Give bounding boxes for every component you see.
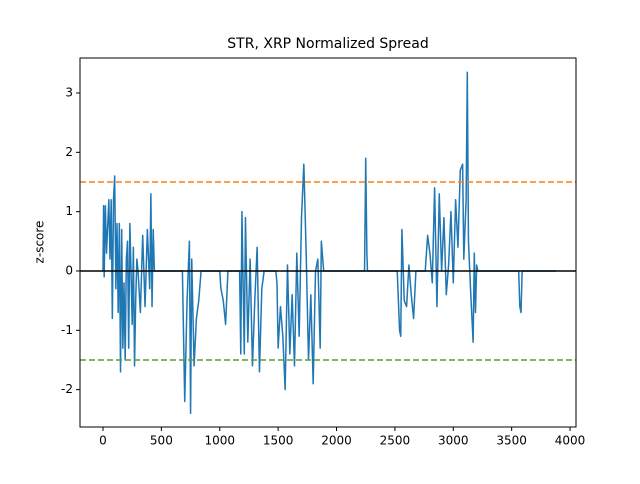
x-tick-label: 4000 <box>555 434 586 448</box>
x-tick-label: 500 <box>150 434 173 448</box>
x-tick-label: 2500 <box>380 434 411 448</box>
y-tick-label: 3 <box>65 86 73 100</box>
y-axis-label: z-score <box>33 221 47 264</box>
x-tick-label: 2000 <box>321 434 352 448</box>
x-tick-label: 1000 <box>204 434 235 448</box>
x-tick-label: 1500 <box>263 434 294 448</box>
y-tick-label: 2 <box>65 145 73 159</box>
x-tick-label: 3000 <box>438 434 469 448</box>
y-tick-label: 0 <box>65 263 73 277</box>
y-tick-label: 1 <box>65 204 73 218</box>
y-tick-label: -1 <box>61 323 73 337</box>
x-tick-label: 3500 <box>496 434 527 448</box>
plot-frame <box>79 57 577 428</box>
chart-title: STR, XRP Normalized Spread <box>227 36 428 52</box>
x-tick-label: 0 <box>99 434 107 448</box>
y-tick-label: -2 <box>61 382 73 396</box>
